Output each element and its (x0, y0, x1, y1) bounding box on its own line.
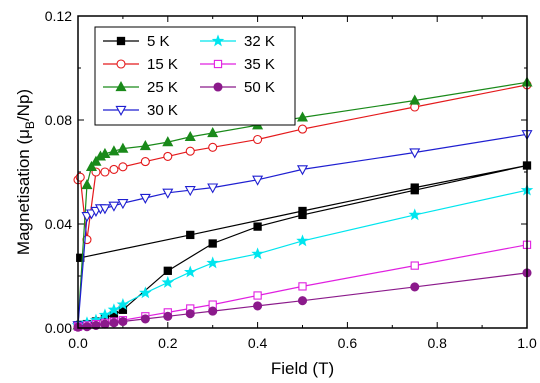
series-32-k (73, 185, 532, 329)
series-50-k (74, 269, 531, 331)
x-axis-title: Field (T) (271, 359, 334, 378)
legend-label: 25 K (147, 79, 178, 96)
legend-marker (214, 83, 222, 91)
data-point (164, 152, 172, 160)
data-point (83, 323, 91, 331)
x-tick-label: 0.8 (427, 335, 447, 351)
legend-marker (214, 60, 221, 67)
data-point (110, 165, 118, 173)
y-axis-title-subscript: B (23, 121, 37, 129)
data-point (141, 315, 149, 323)
data-point (411, 262, 418, 269)
x-tick-label: 0.2 (158, 335, 178, 351)
data-point (254, 292, 261, 299)
data-point (411, 184, 418, 191)
data-point (209, 307, 217, 315)
data-point (141, 288, 151, 297)
data-point (208, 258, 218, 267)
data-point (186, 147, 194, 155)
y-tick-label: 0.00 (45, 320, 72, 336)
data-point (209, 143, 217, 151)
data-point (101, 168, 109, 176)
data-point (411, 283, 419, 291)
data-point (163, 278, 173, 287)
x-tick-label: 0.4 (248, 335, 268, 351)
legend-marker (117, 60, 125, 68)
data-point (253, 249, 263, 258)
data-point (119, 163, 127, 171)
data-point (299, 207, 306, 214)
y-tick-label: 0.08 (45, 112, 72, 128)
data-point (141, 158, 149, 166)
data-point (110, 319, 118, 327)
data-point (299, 125, 307, 133)
data-point (119, 318, 127, 326)
x-tick-label: 1.0 (517, 335, 537, 351)
y-axis-title: Magnetisation (μB/Np) (14, 89, 37, 255)
data-point (298, 236, 308, 245)
y-axis-title-main: Magnetisation (μ (14, 129, 33, 255)
legend-marker (117, 37, 124, 44)
x-tick-label: 0.6 (338, 335, 358, 351)
legend-label: 5 K (147, 33, 170, 50)
y-tick-label: 0.04 (45, 216, 72, 232)
legend-label: 15 K (147, 56, 178, 73)
data-point (254, 136, 262, 144)
legend-label: 30 K (147, 102, 178, 119)
legend-label: 35 K (244, 56, 275, 73)
data-point (254, 302, 262, 310)
x-tick-label: 0.0 (68, 335, 88, 351)
data-point (164, 267, 171, 274)
legend: 5 K 15 K 25 K 30 K 32 K 35 K 50 K (95, 27, 295, 125)
data-point (299, 283, 306, 290)
data-point (164, 312, 172, 320)
data-point (82, 180, 91, 188)
data-point (410, 210, 420, 219)
legend-label: 32 K (244, 33, 275, 50)
data-point (101, 320, 109, 328)
data-point (187, 231, 194, 238)
y-tick-label: 0.12 (45, 8, 72, 24)
data-point (185, 267, 195, 276)
y-axis-title-end: /Np) (14, 89, 33, 121)
data-point (254, 223, 261, 230)
data-point (299, 297, 307, 305)
legend-label: 50 K (244, 79, 275, 96)
data-point (209, 240, 216, 247)
data-point (186, 310, 194, 318)
